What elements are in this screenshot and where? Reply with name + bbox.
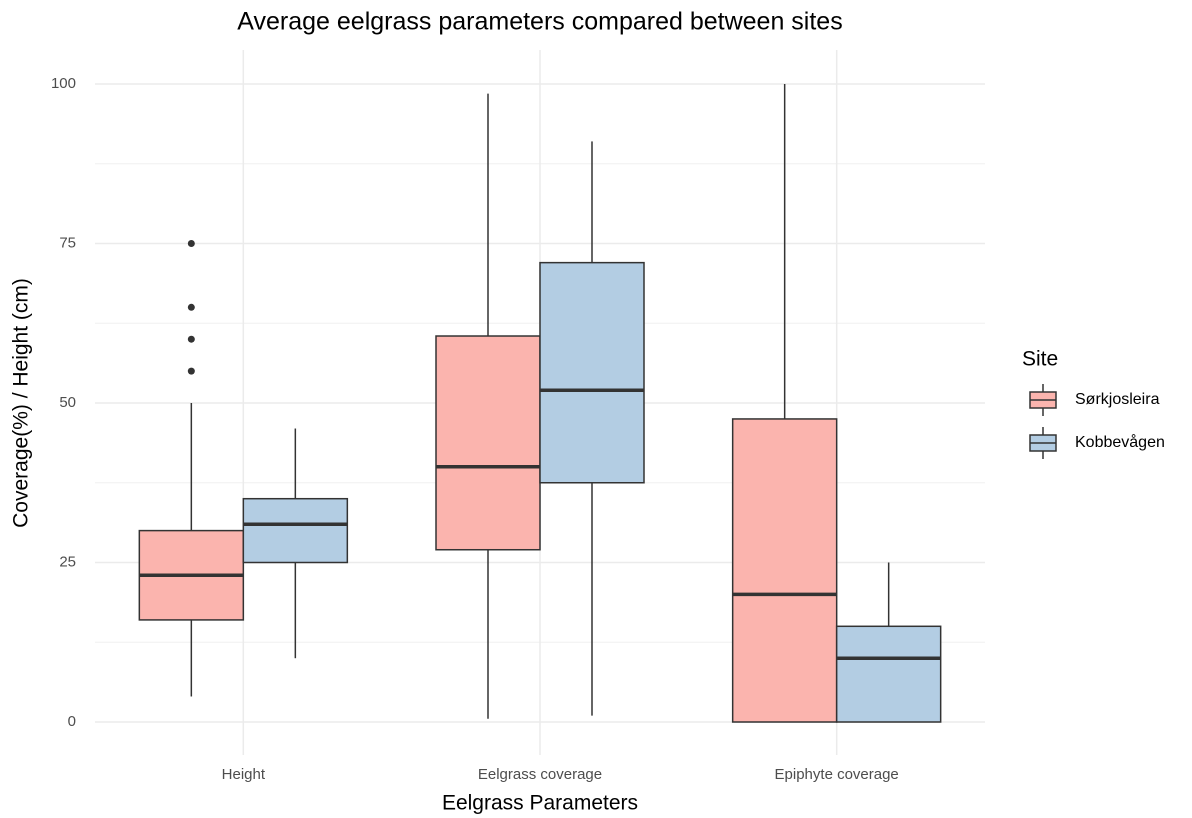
x-tick-label: Height	[222, 766, 266, 783]
box	[435, 335, 541, 551]
y-tick-label: 0	[68, 713, 76, 730]
x-axis-title: Eelgrass Parameters	[442, 792, 638, 815]
outlier	[187, 367, 195, 375]
outlier	[187, 303, 195, 311]
y-tick-label: 50	[59, 394, 76, 411]
legend-label: Kobbevågen	[1075, 433, 1165, 451]
box	[731, 418, 838, 723]
x-tick-label: Epiphyte coverage	[775, 766, 899, 783]
box	[835, 625, 942, 723]
chart-title: Average eelgrass parameters compared bet…	[237, 8, 842, 36]
y-tick-label: 100	[51, 75, 76, 92]
y-axis-title: Coverage(%) / Height (cm)	[10, 278, 33, 528]
outlier	[187, 335, 195, 343]
x-tick-label: Eelgrass coverage	[478, 766, 602, 783]
legend-title: Site	[1022, 348, 1058, 371]
y-tick-label: 25	[59, 553, 76, 570]
box	[242, 497, 349, 564]
box	[539, 261, 645, 484]
legend-label: Sørkjosleira	[1075, 391, 1160, 408]
y-tick-label: 75	[59, 234, 76, 251]
outlier	[187, 240, 195, 247]
